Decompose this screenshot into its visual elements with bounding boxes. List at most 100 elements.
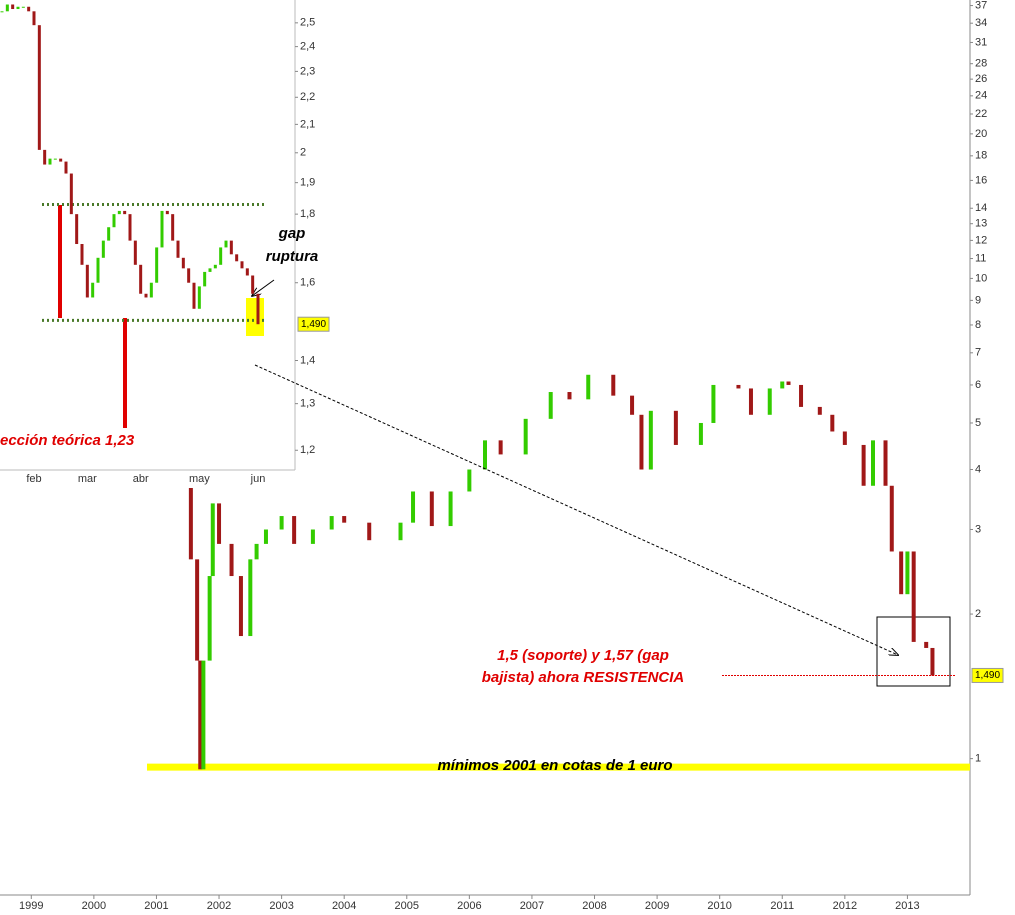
x-tick-label: 2004: [332, 900, 356, 912]
candle: [263, 529, 268, 544]
candle: [548, 392, 553, 419]
candle: [59, 158, 63, 162]
y-tick-label: 2,5: [300, 17, 315, 29]
y-tick-label: 31: [975, 36, 987, 48]
candle: [235, 254, 239, 262]
candle: [144, 293, 148, 298]
y-tick-label: 2,1: [300, 118, 315, 130]
last-value-box: [297, 316, 330, 332]
candle: [96, 257, 100, 283]
candle: [711, 384, 716, 423]
x-tick-label: 2010: [707, 900, 731, 912]
x-tick-label: 2008: [582, 900, 606, 912]
candle: [48, 158, 52, 165]
candle: [16, 6, 20, 10]
y-tick-label: 5: [975, 417, 981, 429]
inset-chart: 2,5 2,4 2,3 2,2 2,1 2 1,9 1,8 1,6 1,4 1,3 1,2 feb mar…: [0, 0, 335, 488]
zoom-arrow: [254, 364, 898, 655]
annotation: bajista) ahora RESISTENCIA: [482, 669, 685, 686]
candle: [698, 422, 703, 445]
inset-background: [0, 0, 335, 488]
candle: [69, 173, 73, 215]
y-tick-label: 16: [975, 174, 987, 186]
annotation: ruptura: [266, 248, 319, 265]
y-tick-label: 26: [975, 73, 987, 85]
y-tick-label: 1,8: [300, 208, 315, 220]
candle: [648, 410, 653, 470]
x-tick-label: 2009: [645, 900, 669, 912]
x-tick-label: 1999: [19, 900, 43, 912]
candle: [240, 261, 244, 269]
x-tick-label: 2003: [269, 900, 293, 912]
candle: [251, 275, 255, 294]
candle: [254, 543, 259, 560]
candle: [411, 491, 416, 523]
y-tick-label: 14: [975, 202, 987, 214]
candle: [279, 516, 284, 530]
candle: [219, 247, 223, 265]
candle: [498, 440, 503, 455]
x-tick-label: 2002: [207, 900, 231, 912]
last-value-label: 1,490: [301, 319, 326, 330]
x-tick-label: mar: [78, 473, 97, 485]
candle: [467, 469, 472, 492]
annotation: mínimos 2001 en cotas de 1 euro: [437, 757, 672, 774]
candle: [0, 11, 4, 13]
y-tick-label: 1,4: [300, 354, 315, 366]
candle: [736, 384, 741, 389]
candle: [11, 4, 15, 10]
candle: [889, 485, 894, 552]
candle: [165, 210, 169, 215]
candle: [224, 240, 228, 248]
y-tick-label: 7: [975, 347, 981, 359]
candle: [861, 444, 866, 486]
y-tick-label: 4: [975, 463, 981, 475]
candle: [248, 559, 253, 637]
candle: [630, 395, 635, 415]
y-tick-label: 18: [975, 150, 987, 162]
y-tick-label: 8: [975, 319, 981, 331]
gap-highlight: [246, 298, 264, 336]
candle: [899, 551, 904, 595]
candle: [229, 240, 233, 255]
y-tick-label: 9: [975, 294, 981, 306]
y-tick-label: 37: [975, 0, 987, 11]
candle: [483, 440, 487, 470]
candle: [75, 214, 79, 245]
x-tick-label: 2013: [895, 900, 919, 912]
candle: [197, 286, 201, 309]
candle: [911, 551, 916, 642]
candle: [181, 257, 185, 269]
candle: [207, 576, 212, 661]
y-tick-label: 10: [975, 272, 987, 284]
y-tick-label: 2: [975, 608, 981, 620]
y-tick-label: 6: [975, 379, 981, 391]
candle: [905, 551, 910, 595]
candle: [817, 406, 822, 415]
candle: [171, 214, 175, 241]
candle: [256, 293, 260, 325]
candle: [799, 384, 804, 407]
annotation: 1,5 (soporte) y 1,57 (gap: [497, 647, 669, 664]
x-tick-label: may: [189, 473, 210, 485]
candle: [748, 388, 753, 415]
y-tick-label: 28: [975, 58, 987, 70]
candle: [64, 161, 68, 174]
x-tick-label: 2005: [395, 900, 419, 912]
candle: [123, 210, 127, 215]
last-value-label: 1,490: [975, 670, 1000, 681]
candle: [195, 559, 200, 661]
candle: [780, 381, 785, 389]
y-tick-label: 1,6: [300, 277, 315, 289]
candle: [198, 660, 203, 770]
annotation: gap: [278, 225, 306, 242]
candle: [155, 247, 159, 283]
candle: [37, 25, 41, 150]
y-tick-label: 1,2: [300, 444, 315, 456]
candle: [842, 431, 847, 445]
x-tick-label: jun: [250, 473, 266, 485]
y-tick-label: 12: [975, 234, 987, 246]
candle: [567, 392, 572, 400]
